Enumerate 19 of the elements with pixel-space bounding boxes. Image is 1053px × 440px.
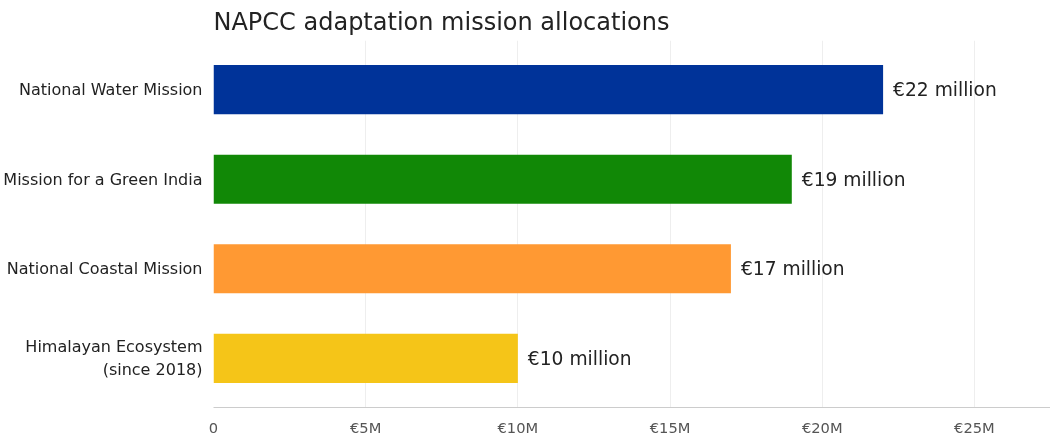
x-tick-label: €10M	[497, 418, 539, 436]
data-label: €10 million	[527, 347, 632, 369]
y-tick-label: National Water Mission	[19, 80, 203, 100]
x-tick-label: 0	[208, 418, 219, 436]
bar	[213, 333, 518, 383]
bar	[213, 154, 792, 204]
bar	[213, 244, 731, 294]
data-label: €17 million	[740, 258, 845, 280]
data-label: €19 million	[801, 168, 906, 190]
x-tick-label: €25M	[954, 418, 995, 436]
y-tick-label: National Coastal Mission	[6, 259, 203, 279]
y-tick-label: Himalayan Ecosystem (since 2018)	[25, 337, 203, 380]
y-tick-label: Mission for a Green India	[3, 169, 203, 189]
chart-title: NAPCC adaptation mission allocations	[213, 7, 670, 36]
bar	[213, 65, 884, 115]
x-tick-label: €5M	[350, 418, 382, 436]
data-label: €22 million	[893, 79, 997, 101]
x-tick-label: €20M	[801, 418, 843, 436]
x-tick-label: €15M	[649, 418, 691, 436]
